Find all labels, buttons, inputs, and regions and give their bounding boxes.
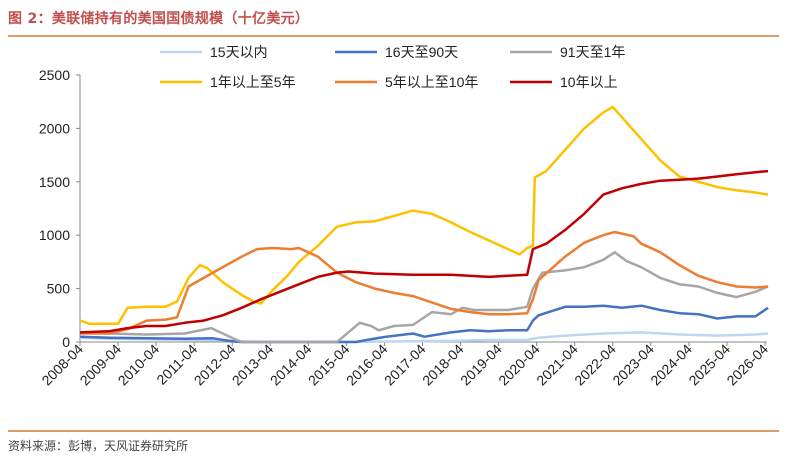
legend-label-3: 91天至1年 xyxy=(560,44,625,60)
x-tick-label: 2017-04 xyxy=(381,341,429,389)
x-tick-label: 2014-04 xyxy=(267,341,315,389)
y-tick-label: 1500 xyxy=(39,174,70,190)
x-tick-label: 2012-04 xyxy=(191,341,239,389)
series-line-3 xyxy=(79,251,769,344)
series-line-2 xyxy=(79,304,769,344)
x-tick-label: 2021-04 xyxy=(533,341,581,389)
x-tick-label: 2023-04 xyxy=(609,341,657,389)
legend-label-4: 1年以上至5年 xyxy=(210,74,296,90)
x-tick-label: 2025-04 xyxy=(685,341,733,389)
x-tick-label: 2019-04 xyxy=(457,341,505,389)
x-tick-label: 2026-04 xyxy=(723,341,771,389)
x-tick-label: 2009-04 xyxy=(77,341,125,389)
series-line-5 xyxy=(80,230,769,335)
legend-label-1: 15天以内 xyxy=(210,44,268,60)
x-tick-label: 2016-04 xyxy=(343,341,391,389)
series-line-4 xyxy=(79,105,769,326)
legend-label-6: 10年以上 xyxy=(560,74,618,90)
bottom-rule xyxy=(8,430,779,432)
x-tick-label: 2018-04 xyxy=(419,341,467,389)
x-tick-label: 2015-04 xyxy=(305,341,353,389)
series-line-1 xyxy=(79,331,769,344)
y-tick-label: 2500 xyxy=(39,67,70,83)
source-note: 资料来源：彭博，天风证券研究所 xyxy=(8,439,189,453)
x-tick-label: 2013-04 xyxy=(229,341,277,389)
x-tick-label: 2024-04 xyxy=(647,341,695,389)
line-chart: 050010001500200025002008-042009-042010-0… xyxy=(38,44,771,389)
legend-label-5: 5年以上至10年 xyxy=(385,74,478,90)
series-line-6 xyxy=(79,169,769,334)
x-tick-label: 2020-04 xyxy=(495,341,543,389)
y-tick-label: 1000 xyxy=(39,227,70,243)
y-tick-label: 500 xyxy=(47,281,71,297)
top-rule xyxy=(8,35,779,37)
x-tick-label: 2010-04 xyxy=(115,341,163,389)
legend-label-2: 16天至90天 xyxy=(385,44,458,60)
x-tick-label: 2022-04 xyxy=(571,341,619,389)
y-tick-label: 2000 xyxy=(39,120,70,136)
y-tick-label: 0 xyxy=(62,334,70,350)
figure-title: 图 2：美联储持有的美国国债规模（十亿美元） xyxy=(8,11,310,27)
